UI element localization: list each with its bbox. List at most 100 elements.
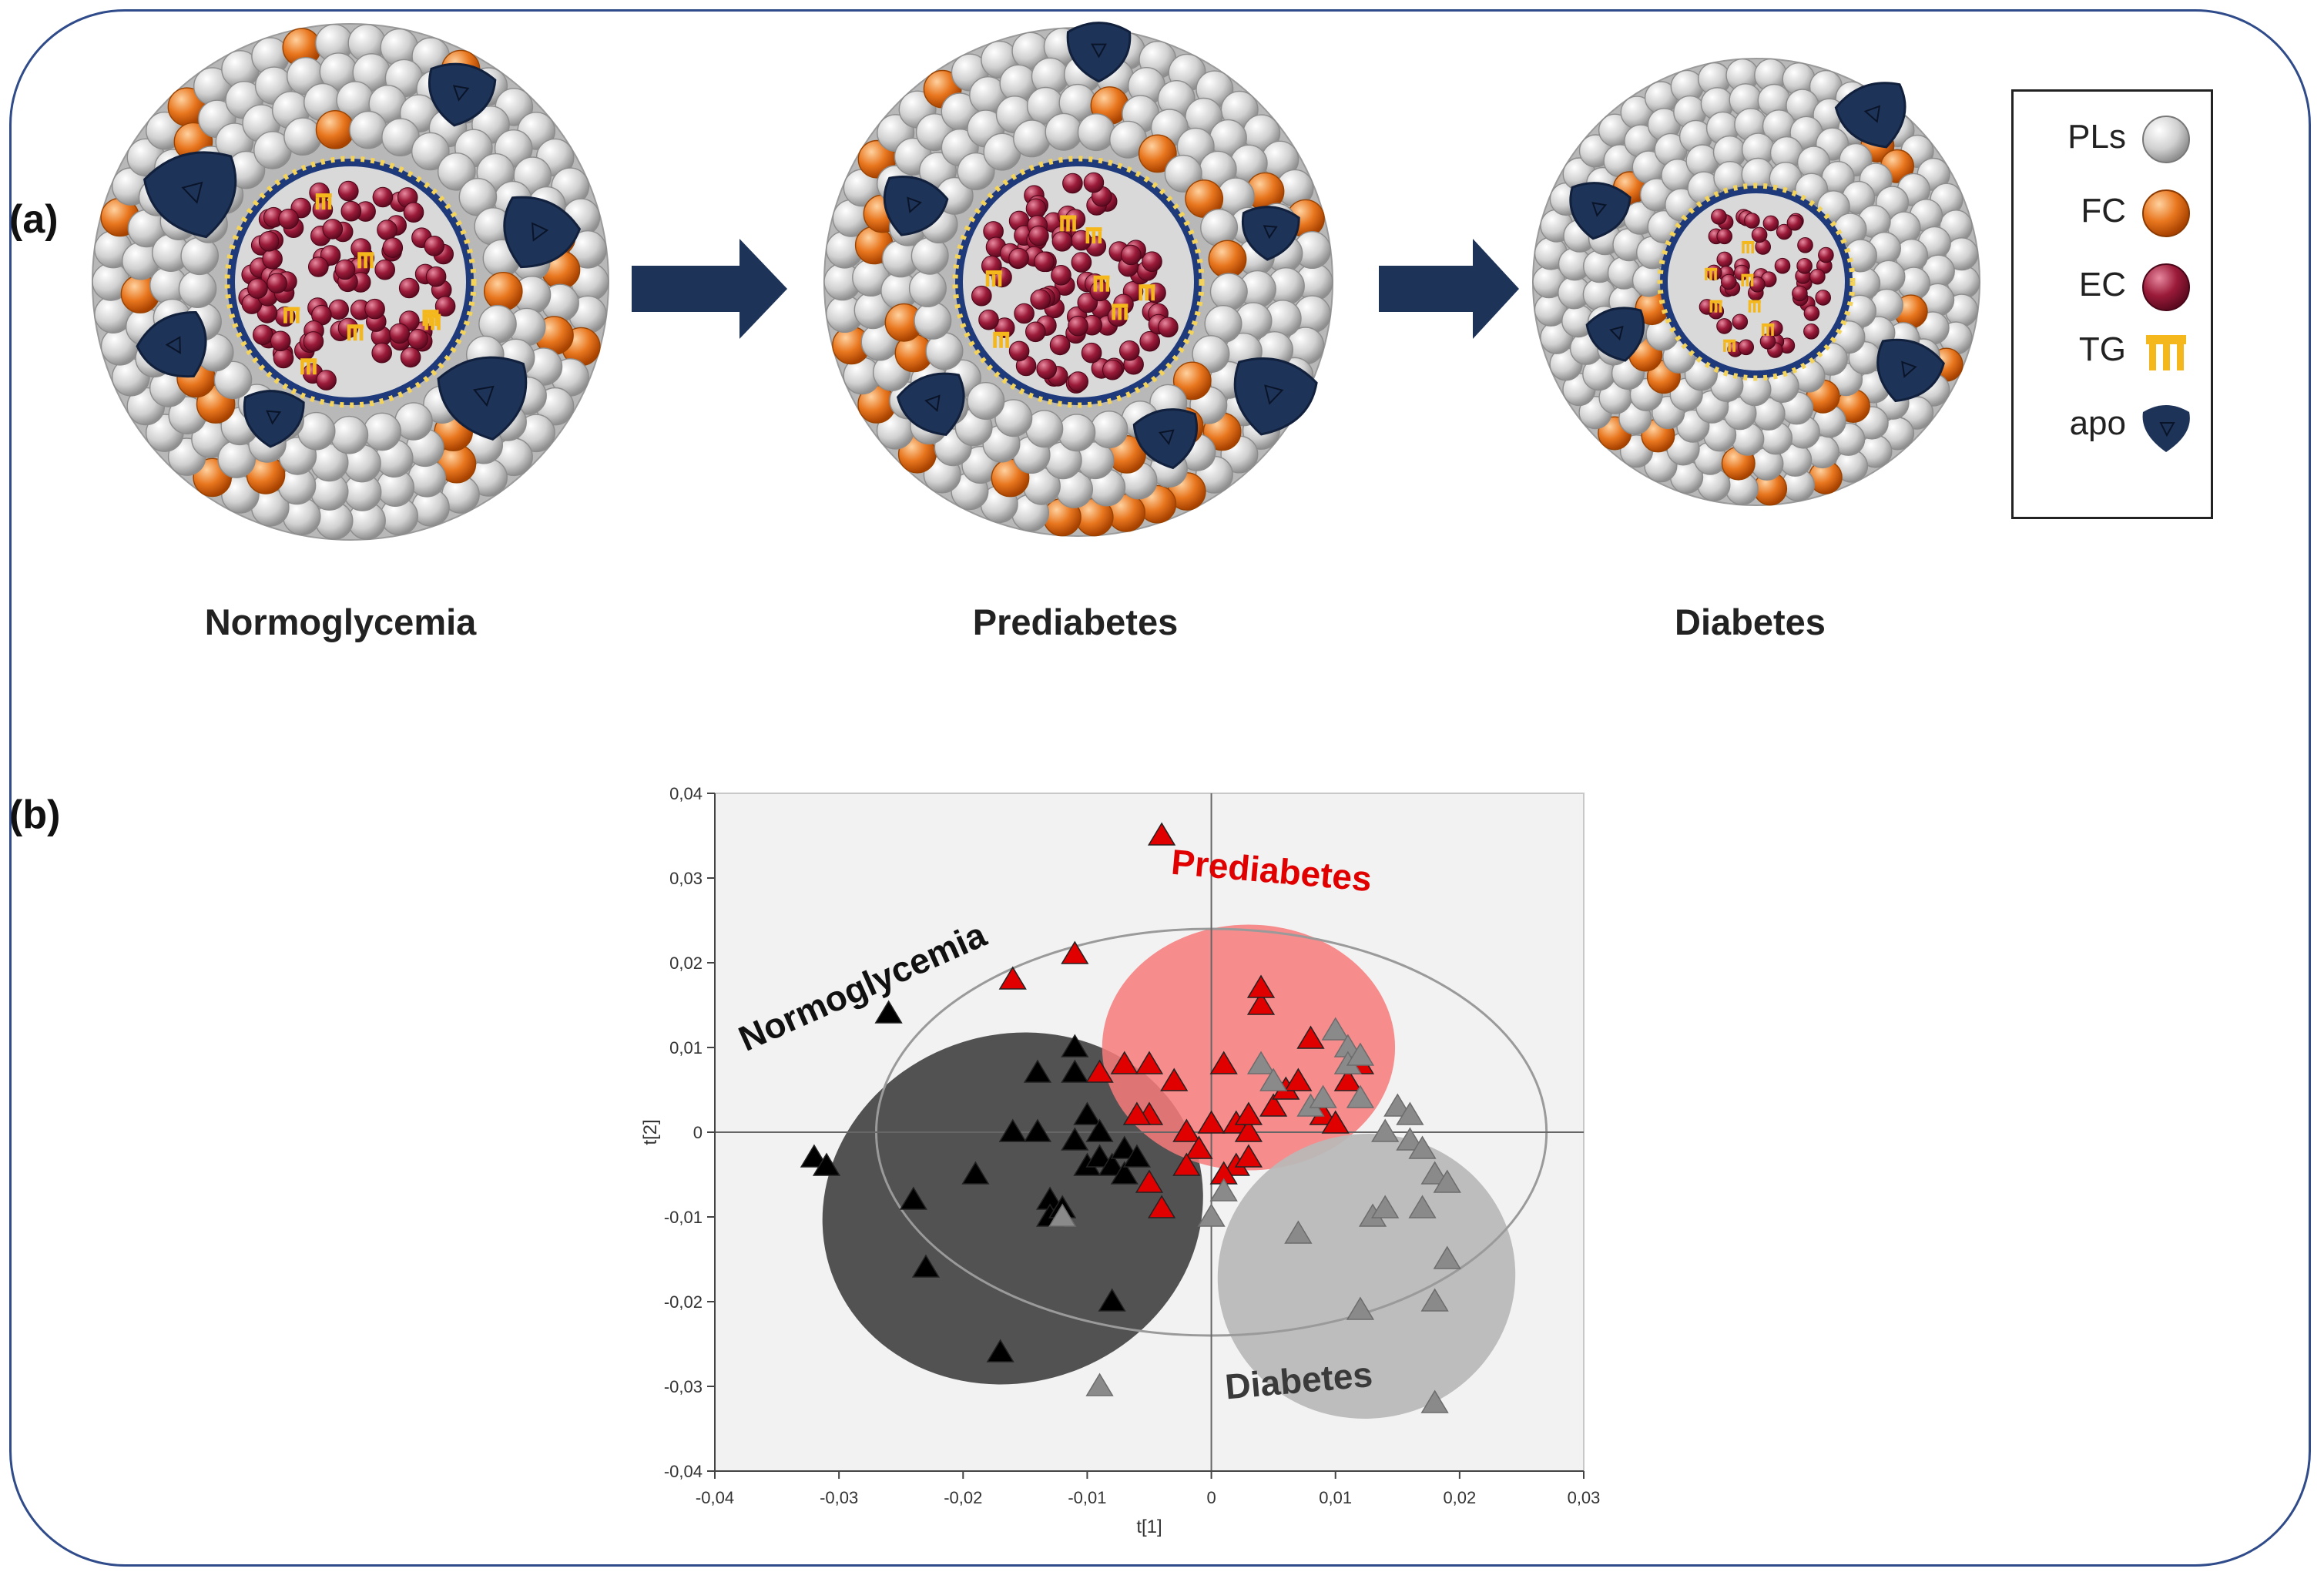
esterified-cholesterol-sphere: [382, 237, 404, 258]
esterified-cholesterol-sphere: [1081, 342, 1102, 364]
legend-item-pls: PLs: [2014, 102, 2211, 172]
esterified-cholesterol-sphere: [377, 220, 397, 240]
triglyceride-icon: [1723, 339, 1736, 352]
esterified-cholesterol-sphere: [338, 180, 359, 202]
esterified-cholesterol-sphere: [267, 273, 287, 294]
point-prediabetes: [1234, 1144, 1263, 1168]
triglyceride-icon: [1705, 267, 1718, 280]
confidence-ellipses: [822, 924, 1548, 1419]
point-diabetes: [1420, 1389, 1449, 1413]
free-cholesterol-sphere: [1138, 134, 1177, 173]
legend-label: EC: [2078, 266, 2126, 303]
phospholipid-sphere: [438, 152, 476, 191]
esterified-cholesterol-sphere: [1158, 317, 1179, 338]
phospholipid-sphere: [908, 269, 947, 307]
stage-label-diabetes: Diabetes: [1675, 602, 1826, 642]
particle-prediabetes: [823, 22, 1333, 537]
point-prediabetes: [1135, 1051, 1164, 1074]
esterified-cholesterol-sphere: [1776, 223, 1792, 240]
apolipoprotein-icon: [437, 356, 528, 441]
point-prediabetes: [1246, 974, 1276, 998]
esterified-cholesterol-sphere: [434, 296, 456, 317]
apolipoprotein-icon: [2142, 405, 2190, 452]
phospholipid-sphere: [180, 236, 220, 276]
esterified-cholesterol-sphere: [278, 208, 299, 230]
esterified-cholesterol-sphere: [1803, 305, 1820, 321]
point-normoglycemia: [899, 1186, 927, 1210]
x-tick-label: 0,02: [1443, 1488, 1476, 1507]
esterified-cholesterol-sphere: [372, 186, 394, 208]
y-tick-label: 0,04: [669, 784, 703, 803]
esterified-cholesterol-sphere: [1036, 358, 1057, 380]
esterified-cholesterol-sphere: [1034, 251, 1055, 273]
esterified-cholesterol-sphere: [1008, 340, 1030, 362]
point-prediabetes: [1333, 1068, 1362, 1091]
point-prediabetes: [1185, 1135, 1213, 1159]
esterified-cholesterol-sphere: [1744, 213, 1760, 229]
esterified-cholesterol-sphere: [1051, 231, 1073, 252]
triglyceride-icon: [422, 310, 439, 327]
phospholipid-sphere: [1013, 119, 1051, 158]
point-normoglycemia: [986, 1339, 1014, 1362]
esterified-cholesterol-sphere: [1716, 318, 1732, 334]
phospholipid-sphere: [363, 412, 402, 451]
apolipoprotein-icon: [1233, 357, 1318, 436]
phospholipid-sphere: [910, 236, 949, 275]
esterified-cholesterol-sphere: [328, 299, 350, 320]
point-diabetes: [1383, 1093, 1412, 1117]
data-points: [800, 822, 1461, 1413]
esterified-cholesterol-sphere: [1121, 244, 1142, 266]
point-prediabetes: [1147, 822, 1176, 846]
point-prediabetes: [1172, 1152, 1201, 1176]
phospholipid-sphere: [994, 399, 1033, 437]
point-normoglycemia: [1061, 1059, 1089, 1083]
apolipoprotein-icon: [883, 176, 949, 236]
esterified-cholesterol-sphere: [308, 256, 329, 277]
panel-b-label: (b): [9, 793, 61, 837]
point-prediabetes: [1284, 1068, 1313, 1091]
triglyceride-icon: [283, 307, 300, 323]
point-diabetes: [1246, 1051, 1276, 1074]
esterified-cholesterol-sphere: [1025, 321, 1046, 343]
point-prediabetes: [1147, 1195, 1176, 1218]
point-normoglycemia: [1098, 1288, 1126, 1312]
point-diabetes: [1085, 1373, 1114, 1396]
point-diabetes: [1420, 1288, 1449, 1312]
point-prediabetes: [1061, 940, 1089, 964]
axes: -0,04 -0,03 -0,02 -0,01 0 0,01 0,02 0,03 0,04 0,0…: [664, 784, 1601, 1507]
apolipoprotein-icon: [1241, 206, 1300, 261]
esterified-cholesterol-sphere: [1142, 251, 1162, 273]
esterified-cholesterol-sphere: [1732, 313, 1749, 330]
point-diabetes: [1048, 1203, 1077, 1227]
esterified-cholesterol-sphere: [1749, 277, 1766, 293]
point-diabetes: [1433, 1245, 1461, 1269]
esterified-cholesterol-sphere: [424, 236, 445, 256]
esterified-cholesterol-sphere: [1721, 273, 1737, 290]
apolipoprotein-icon: [143, 151, 237, 239]
esterified-cholesterol-sphere: [1083, 172, 1105, 193]
esterified-cholesterol-sphere: [1119, 340, 1140, 361]
esterified-cholesterol-sphere: [303, 331, 324, 352]
legend-item-tg: TG: [2014, 315, 2211, 384]
phospholipid-sphere: [411, 132, 450, 171]
phospholipid-sphere: [1090, 411, 1128, 449]
point-normoglycemia: [1098, 1152, 1126, 1176]
phospholipid-sphere: [914, 301, 952, 340]
triglyceride-icon: [1093, 275, 1110, 292]
apolipoprotein-icon: [1066, 22, 1132, 83]
point-diabetes: [1420, 1161, 1449, 1185]
point-prediabetes: [1110, 1051, 1139, 1074]
ellipse-diabetes: [1217, 1134, 1516, 1419]
esterified-cholesterol-sphere: [1759, 333, 1776, 350]
panel-a-label: (a): [9, 197, 59, 242]
esterified-cholesterol-sphere-icon: [2142, 263, 2190, 311]
point-normoglycemia: [1085, 1144, 1114, 1168]
free-cholesterol-sphere: [1172, 361, 1212, 401]
y-tick-label: -0,01: [664, 1208, 703, 1227]
esterified-cholesterol-sphere: [270, 330, 291, 352]
esterified-cholesterol-sphere: [425, 266, 447, 287]
triglyceride-icon: [1112, 303, 1128, 320]
esterified-cholesterol-sphere: [1062, 173, 1083, 194]
point-diabetes: [1396, 1101, 1424, 1125]
x-tick-label: -0,04: [696, 1488, 734, 1507]
